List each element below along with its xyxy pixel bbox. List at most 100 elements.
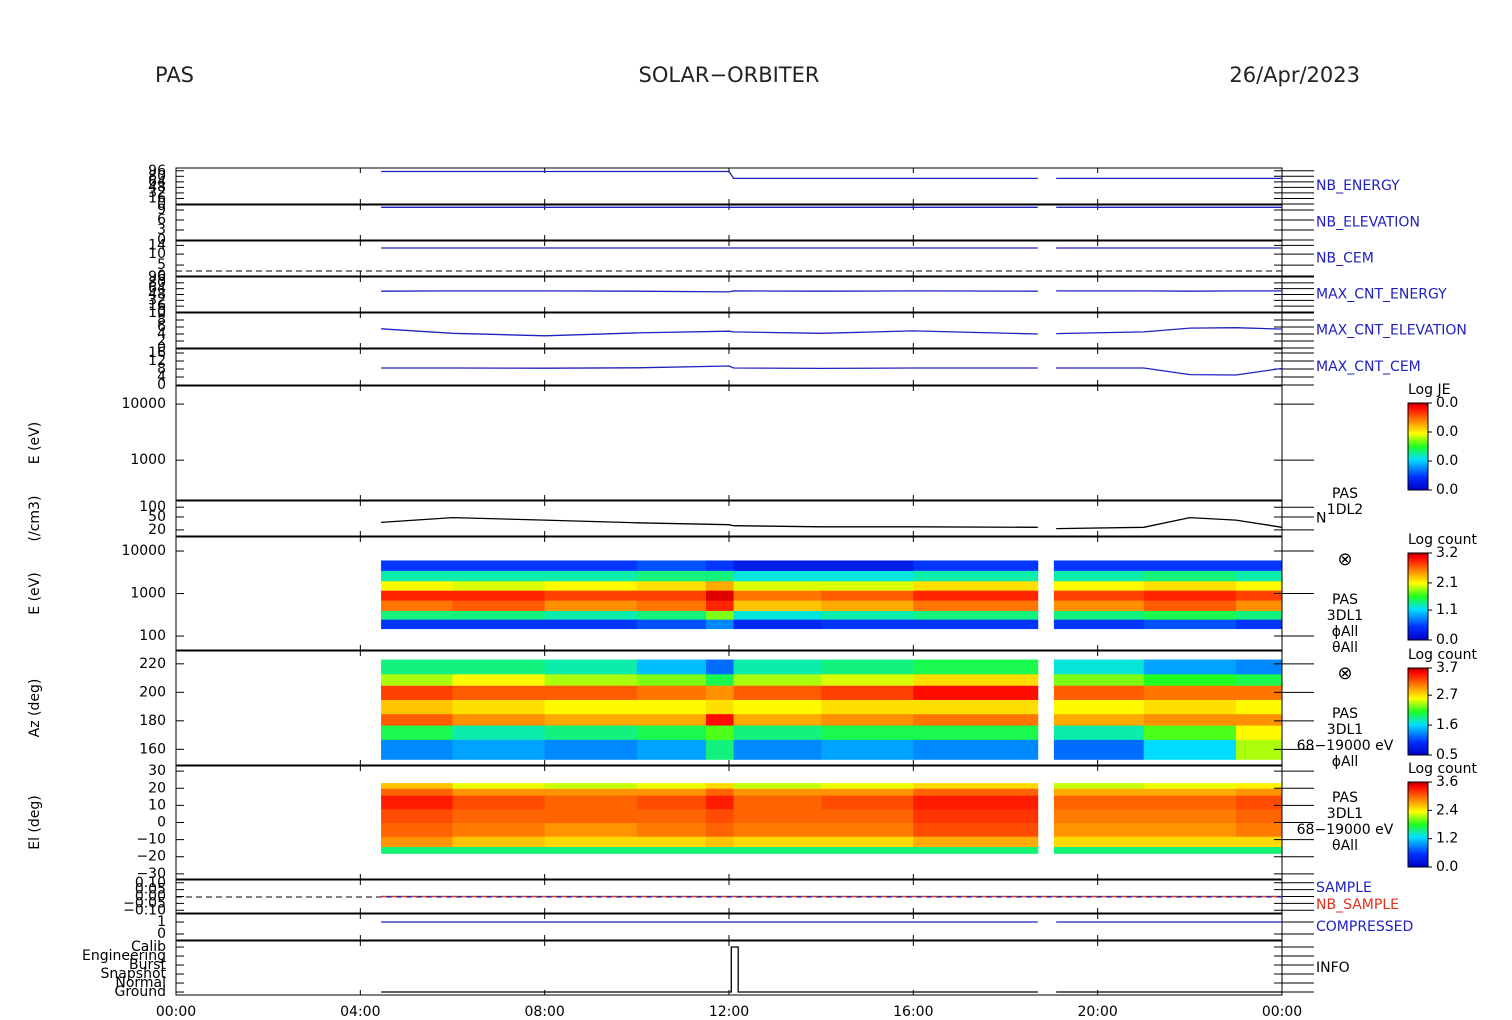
heatmap-cell xyxy=(544,808,638,823)
x-tick-label: 16:00 xyxy=(893,1004,933,1020)
heatmap-cell xyxy=(452,846,546,854)
heatmap-cell xyxy=(1053,783,1145,789)
heatmap-cell xyxy=(913,725,1039,740)
y-axis-label: El (deg) xyxy=(27,795,43,850)
series-line xyxy=(381,327,1283,337)
y-tick-label: 12 xyxy=(148,353,166,369)
heatmap-cell xyxy=(821,836,914,847)
annotation: 3DL1 xyxy=(1327,806,1363,822)
title: SOLAR−ORBITER xyxy=(638,63,819,87)
heatmap-cell xyxy=(381,610,453,620)
heatmap-cell xyxy=(636,822,707,837)
heatmap-cell xyxy=(913,846,1039,854)
heatmap-cell xyxy=(452,822,546,837)
heatmap-cell xyxy=(1143,795,1237,810)
y-tick-label: 20 xyxy=(148,522,166,538)
heatmap-cell xyxy=(733,659,822,675)
x-tick-label: 08:00 xyxy=(524,1004,564,1020)
heatmap-cell xyxy=(452,699,546,715)
series-label: NB_ELEVATION xyxy=(1316,215,1420,231)
heatmap-cell xyxy=(913,788,1039,796)
heatmap-cell xyxy=(636,659,707,675)
annotation: θAll xyxy=(1332,838,1358,854)
heatmap-cell xyxy=(1143,673,1237,686)
heatmap-cell xyxy=(544,580,638,591)
heatmap-cell xyxy=(913,600,1039,611)
heatmap-cell xyxy=(733,822,822,837)
heatmap-cell xyxy=(913,808,1039,823)
annotation: ϕAll xyxy=(1332,754,1359,770)
y-tick-label: 10 xyxy=(148,305,166,321)
heatmap-cell xyxy=(381,580,453,591)
y-tick-label: 10000 xyxy=(121,396,166,412)
colorbar xyxy=(1407,402,1429,491)
heatmap-cell xyxy=(1053,739,1145,760)
series-label: NB_ENERGY xyxy=(1316,178,1400,194)
y-tick-label: 80 xyxy=(148,168,166,184)
y-tick-label: Calib xyxy=(131,939,166,955)
heatmap-cell xyxy=(1235,685,1283,700)
heatmap-cell xyxy=(381,600,453,611)
heatmap-cell xyxy=(636,673,707,686)
heatmap-cell xyxy=(636,783,707,789)
instrument: PAS xyxy=(155,63,194,87)
heatmap-cell xyxy=(1053,590,1145,601)
colorbar-tick-label: 0.5 xyxy=(1436,747,1458,763)
heatmap-cell xyxy=(381,739,453,760)
y-tick-label: Burst xyxy=(129,957,167,973)
y-tick-label: 180 xyxy=(139,713,166,729)
heatmap-cell xyxy=(705,685,735,700)
heatmap-cell xyxy=(1053,795,1145,810)
annotation: 3DL1 xyxy=(1327,608,1363,624)
heatmap-cell xyxy=(1143,610,1237,620)
heatmap-cell xyxy=(1235,713,1283,726)
heatmap-cell xyxy=(1053,659,1145,675)
heatmap-cell xyxy=(381,685,453,700)
y-tick-label: Snapshot xyxy=(101,966,167,982)
heatmap-cell xyxy=(1235,580,1283,591)
colorbar-tick-label: 2.4 xyxy=(1436,802,1458,818)
heatmap-cell xyxy=(1235,610,1283,620)
heatmap-cell xyxy=(733,846,822,854)
colorbar-tick-label: 0.0 xyxy=(1436,424,1458,440)
heatmap-cell xyxy=(705,619,735,630)
heatmap-cell xyxy=(733,685,822,700)
heatmap-cell xyxy=(636,570,707,582)
heatmap-cell xyxy=(1053,836,1145,847)
heatmap-cell xyxy=(544,822,638,837)
heatmap-cell xyxy=(1053,610,1145,620)
heatmap-cell xyxy=(452,560,546,571)
heatmap-cell xyxy=(452,673,546,686)
annotation: 68−19000 eV xyxy=(1297,822,1394,838)
heatmap-cell xyxy=(544,590,638,601)
series-label: INFO xyxy=(1316,960,1350,976)
heatmap-cell xyxy=(1053,685,1145,700)
y-tick-label: 80 xyxy=(148,275,166,291)
heatmap-cell xyxy=(913,570,1039,582)
heatmap-cell xyxy=(1143,725,1237,740)
heatmap-cell xyxy=(636,685,707,700)
heatmap-cell xyxy=(452,795,546,810)
annotation: PAS xyxy=(1332,706,1358,722)
annotation: PAS xyxy=(1332,486,1358,502)
heatmap-cell xyxy=(913,795,1039,810)
heatmap-cell xyxy=(705,673,735,686)
heatmap-cell xyxy=(705,739,735,760)
colorbar xyxy=(1407,781,1429,868)
heatmap-cell xyxy=(544,713,638,726)
heatmap-cell xyxy=(1235,795,1283,810)
heatmap-cell xyxy=(1053,725,1145,740)
colorbar-tick-label: 0.0 xyxy=(1436,482,1458,498)
heatmap-cell xyxy=(821,725,914,740)
heatmap-cell xyxy=(452,836,546,847)
heatmap-cell xyxy=(452,739,546,760)
annotation: ⊗ xyxy=(1337,663,1352,684)
heatmap-cell xyxy=(381,659,453,675)
y-tick-label: 200 xyxy=(139,684,166,700)
heatmap-cell xyxy=(1053,808,1145,823)
heatmap-cell xyxy=(452,659,546,675)
series-line xyxy=(381,290,1282,293)
heatmap-cell xyxy=(913,673,1039,686)
annotation: 3DL1 xyxy=(1327,722,1363,738)
